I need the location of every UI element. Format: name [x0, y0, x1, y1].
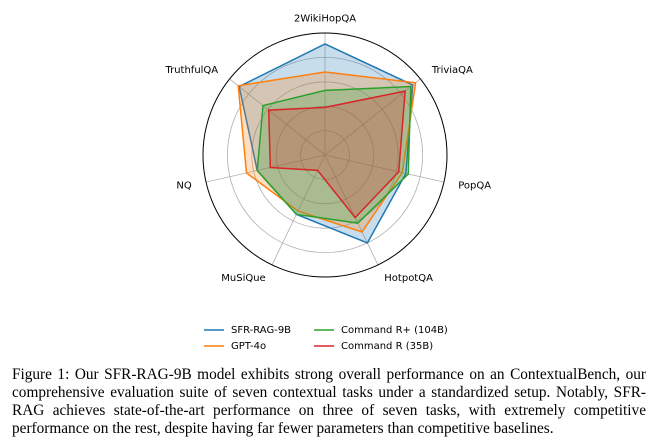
axis-label: PopQA: [458, 180, 491, 191]
chart: 2WikiHopQA TriviaQA PopQA HotpotQA MuSiQue NQ…: [164, 13, 491, 352]
axis-label: NQ: [176, 180, 191, 191]
legend-label: GPT-4o: [231, 341, 266, 352]
series-area: [267, 90, 406, 219]
grid-spoke: [271, 154, 326, 266]
outer-ring: [202, 32, 448, 278]
figure-caption: Figure 1: Our SFR-RAG-9B model exhibits …: [12, 366, 646, 437]
legend-label: SFR-RAG-9B: [231, 325, 291, 336]
axis-label: HotpotQA: [384, 273, 433, 284]
axis-label: TruthfulQA: [164, 65, 218, 76]
series-area: [237, 71, 417, 233]
series-area: [256, 85, 412, 224]
legend-label: Command R+ (104B): [341, 325, 448, 336]
grid-spoke: [205, 154, 326, 183]
grid-spoke: [229, 78, 326, 156]
axis-label: 2WikiHopQA: [294, 13, 356, 24]
axis-label: TriviaQA: [431, 65, 473, 76]
legend-label: Command R (35B): [341, 341, 433, 352]
grid-spoke: [324, 154, 379, 266]
series-area: [238, 43, 414, 244]
axis-label: MuSiQue: [221, 273, 265, 284]
grid-spoke: [324, 154, 445, 183]
